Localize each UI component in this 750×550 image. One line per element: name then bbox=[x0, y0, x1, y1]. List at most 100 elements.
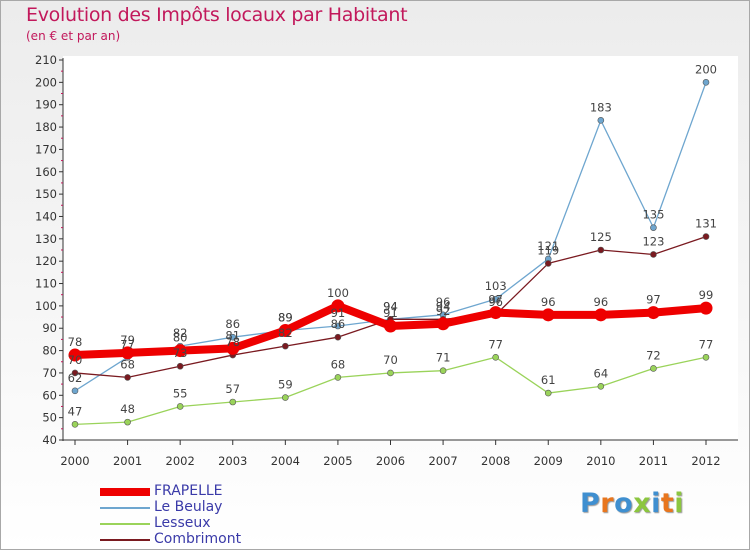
y-tick-label: 170 bbox=[35, 142, 57, 156]
data-point bbox=[594, 308, 608, 322]
chart-subtitle: (en € et par an) bbox=[26, 29, 121, 43]
data-label: 78 bbox=[225, 335, 240, 349]
data-label: 73 bbox=[173, 346, 188, 360]
legend-swatch bbox=[100, 507, 150, 509]
y-tick-label: 200 bbox=[35, 75, 57, 89]
data-point bbox=[384, 319, 397, 333]
y-tick-label: 130 bbox=[35, 232, 57, 246]
data-point bbox=[439, 367, 447, 375]
data-label: 99 bbox=[699, 288, 714, 302]
data-point bbox=[702, 353, 710, 361]
data-label: 86 bbox=[225, 317, 240, 331]
data-label: 86 bbox=[331, 317, 346, 331]
data-point bbox=[650, 365, 657, 372]
data-point bbox=[71, 387, 79, 395]
data-label: 78 bbox=[68, 335, 83, 349]
data-label: 91 bbox=[331, 306, 346, 320]
data-label: 82 bbox=[173, 326, 188, 340]
data-label: 62 bbox=[68, 371, 83, 385]
plot-area bbox=[63, 56, 738, 440]
data-point bbox=[124, 418, 131, 426]
data-point bbox=[702, 233, 710, 240]
data-point bbox=[597, 117, 605, 124]
data-label: 68 bbox=[331, 357, 346, 371]
data-label: 77 bbox=[699, 337, 714, 351]
data-label: 96 bbox=[436, 295, 451, 309]
legend-swatch bbox=[100, 488, 150, 496]
data-point bbox=[544, 389, 552, 397]
x-tick-label: 2001 bbox=[113, 454, 142, 468]
data-label: 47 bbox=[68, 404, 83, 418]
data-label: 77 bbox=[120, 337, 135, 351]
data-label: 89 bbox=[278, 310, 293, 324]
chart-title: Evolution des Impôts locaux par Habitant bbox=[26, 4, 408, 26]
x-tick-label: 2002 bbox=[166, 454, 195, 468]
data-label: 100 bbox=[327, 286, 349, 300]
data-point bbox=[334, 322, 342, 330]
y-tick-label: 120 bbox=[35, 254, 57, 268]
legend-label: Le Beulay bbox=[154, 499, 223, 515]
data-point bbox=[489, 306, 503, 320]
data-point bbox=[124, 374, 131, 381]
x-tick-label: 2006 bbox=[376, 454, 405, 468]
data-point bbox=[173, 344, 187, 358]
y-tick-label: 40 bbox=[42, 433, 57, 447]
x-tick-label: 2010 bbox=[586, 454, 615, 468]
x-tick-label: 2009 bbox=[534, 454, 563, 468]
y-tick-label: 90 bbox=[42, 321, 57, 335]
y-tick-label: 70 bbox=[42, 366, 57, 380]
data-label: 68 bbox=[120, 357, 135, 371]
data-point bbox=[176, 362, 184, 370]
data-label: 94 bbox=[383, 299, 398, 313]
data-label: 55 bbox=[173, 386, 188, 400]
data-point bbox=[492, 353, 499, 361]
data-point bbox=[71, 421, 79, 428]
data-point bbox=[282, 394, 289, 401]
data-label: 61 bbox=[541, 373, 556, 387]
y-tick-label: 140 bbox=[35, 209, 57, 223]
data-point bbox=[544, 260, 552, 267]
data-label: 81 bbox=[225, 328, 240, 342]
legend-swatch bbox=[100, 523, 150, 525]
data-label: 183 bbox=[590, 100, 612, 114]
data-point bbox=[226, 341, 240, 355]
data-label: 103 bbox=[485, 279, 507, 293]
data-label: 92 bbox=[436, 304, 451, 318]
data-point bbox=[702, 79, 710, 86]
data-point bbox=[282, 342, 289, 350]
y-tick-label: 180 bbox=[35, 120, 57, 134]
y-tick-label: 50 bbox=[42, 411, 57, 425]
data-label: 96 bbox=[488, 295, 503, 309]
legend-label: Combrimont bbox=[154, 531, 242, 547]
data-label: 96 bbox=[541, 295, 556, 309]
data-point bbox=[650, 251, 657, 258]
data-label: 71 bbox=[436, 351, 451, 365]
data-label: 135 bbox=[642, 208, 664, 222]
data-point bbox=[229, 398, 237, 406]
data-label: 48 bbox=[120, 402, 135, 416]
x-tick-label: 2000 bbox=[60, 454, 89, 468]
data-label: 119 bbox=[537, 243, 559, 257]
data-label: 70 bbox=[68, 353, 83, 367]
data-label: 96 bbox=[594, 295, 609, 309]
x-tick-label: 2007 bbox=[428, 454, 457, 468]
x-tick-label: 2005 bbox=[323, 454, 352, 468]
x-tick-label: 2011 bbox=[639, 454, 668, 468]
data-point bbox=[331, 299, 345, 313]
y-tick-label: 80 bbox=[42, 344, 57, 358]
data-point bbox=[71, 369, 79, 377]
data-label: 97 bbox=[488, 293, 503, 307]
y-tick-label: 100 bbox=[35, 299, 57, 313]
data-label: 57 bbox=[225, 382, 240, 396]
x-tick-label: 2008 bbox=[481, 454, 510, 468]
data-label: 77 bbox=[488, 337, 503, 351]
data-point bbox=[699, 301, 713, 315]
y-tick-label: 160 bbox=[35, 165, 57, 179]
data-point bbox=[176, 403, 184, 410]
legend-label: Lesseux bbox=[154, 515, 211, 531]
data-label: 89 bbox=[278, 310, 293, 324]
x-tick-label: 2003 bbox=[218, 454, 247, 468]
data-point bbox=[278, 323, 292, 337]
data-label: 70 bbox=[383, 353, 398, 367]
